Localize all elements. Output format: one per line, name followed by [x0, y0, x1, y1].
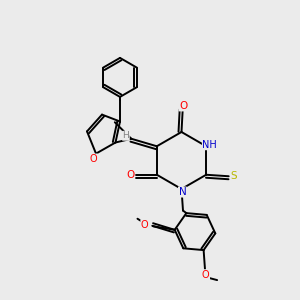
Text: O: O [126, 170, 134, 180]
Text: O: O [141, 220, 148, 230]
Text: O: O [179, 101, 188, 111]
Text: H: H [122, 131, 129, 140]
Text: NH: NH [202, 140, 217, 150]
Text: N: N [178, 187, 186, 197]
Text: O: O [202, 270, 209, 280]
Text: O: O [90, 154, 98, 164]
Text: S: S [231, 171, 237, 181]
